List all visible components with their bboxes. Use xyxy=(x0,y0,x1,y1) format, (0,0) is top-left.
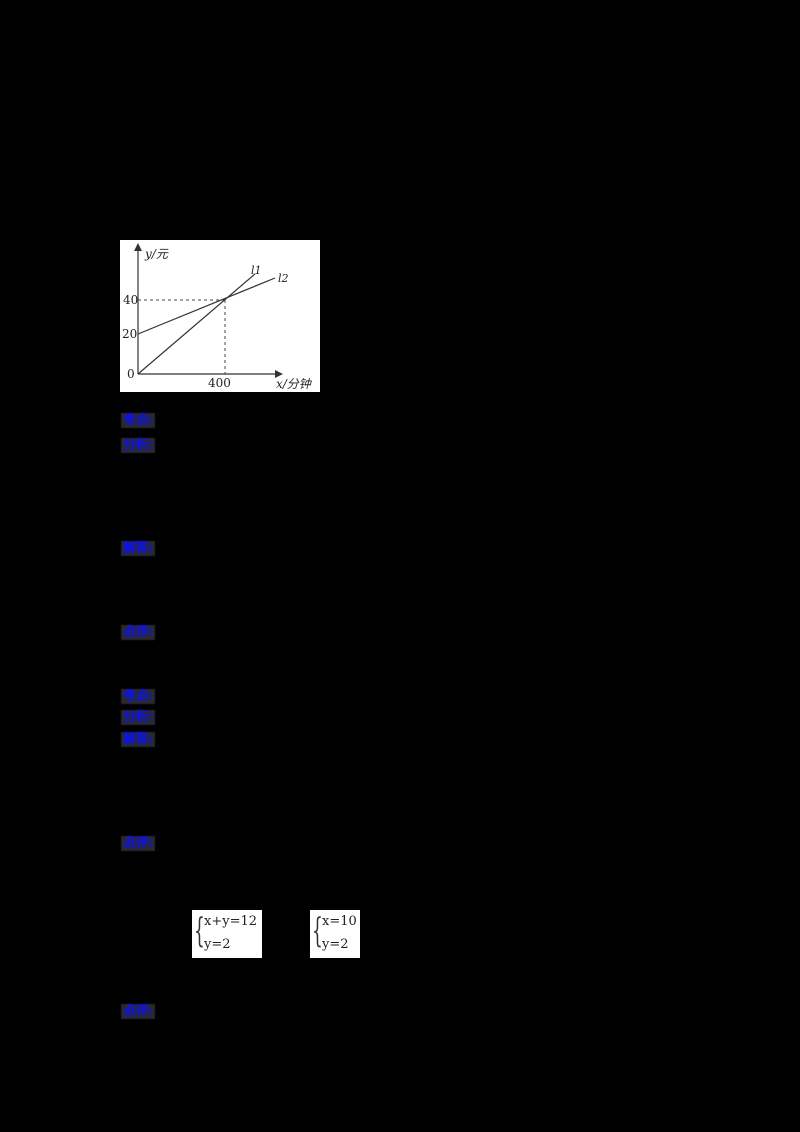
equation-system-1: { x+y=12 y=2 xyxy=(192,910,262,958)
equation-line: x=10 xyxy=(322,914,357,929)
line-label-l2: l2 xyxy=(278,272,289,285)
equation-line: x+y=12 xyxy=(204,914,258,929)
label-kaodian-2: 考点: xyxy=(121,689,155,704)
x-axis-label: x/分钟 xyxy=(276,377,313,391)
graph-svg: 40 20 0 400 y/元 x/分钟 l1 l2 xyxy=(122,243,313,391)
x-tick-400: 400 xyxy=(208,376,231,390)
y-axis-arrow-icon xyxy=(134,243,142,251)
label-kaodian: 考点: xyxy=(121,413,155,428)
label-dianping: 点评: xyxy=(121,625,155,640)
label-jieda-2: 解答: xyxy=(121,732,155,747)
label-jieda: 解答: xyxy=(121,541,155,556)
equation-line: y=2 xyxy=(204,937,231,952)
left-brace-icon: { xyxy=(312,911,323,951)
line-label-l1: l1 xyxy=(251,264,262,277)
y-tick-0: 0 xyxy=(127,367,135,381)
line-graph-figure: 40 20 0 400 y/元 x/分钟 l1 l2 xyxy=(120,240,320,392)
label-fenxi-2: 分析: xyxy=(121,710,155,725)
equation-line: y=2 xyxy=(322,937,349,952)
y-tick-40: 40 xyxy=(123,293,138,307)
line-l1 xyxy=(137,273,256,375)
label-fenxi: 分析: xyxy=(121,438,155,453)
label-dianping-3: 点评: xyxy=(121,1004,155,1019)
y-axis-label: y/元 xyxy=(144,247,169,261)
line-l2 xyxy=(137,277,276,335)
x-axis-arrow-icon xyxy=(275,370,283,378)
equation-system-2: { x=10 y=2 xyxy=(310,910,360,958)
y-tick-20: 20 xyxy=(122,327,137,341)
label-dianping-2: 点评: xyxy=(121,836,155,851)
left-brace-icon: { xyxy=(194,911,205,951)
